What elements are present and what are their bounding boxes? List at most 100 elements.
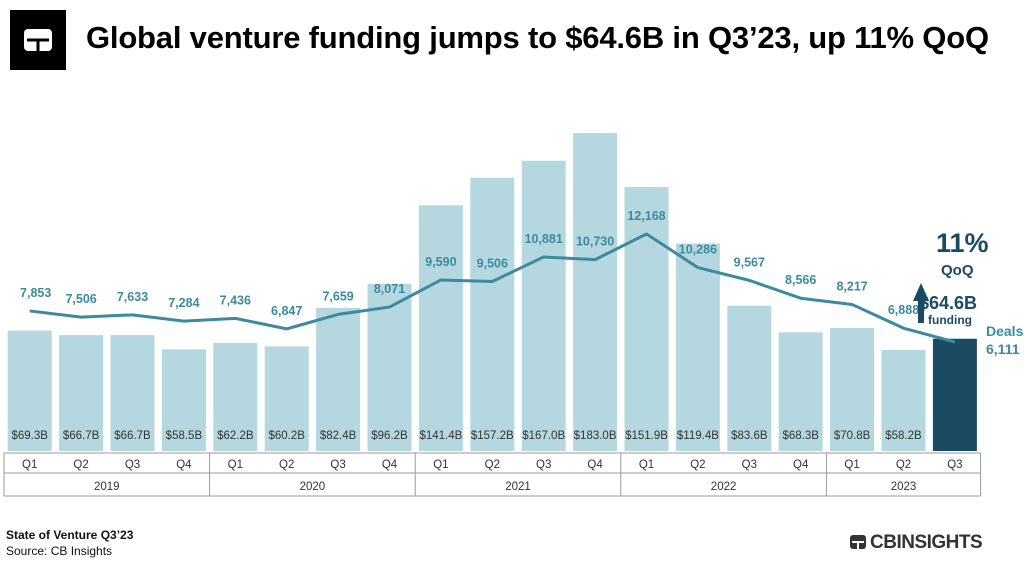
- change-percent: 11%: [936, 228, 989, 258]
- funding-bar-label: $62.2B: [217, 430, 254, 442]
- deals-value-label: 6,111: [986, 341, 1020, 357]
- funding-bar: [932, 338, 977, 451]
- deals-value-label: 9,506: [477, 256, 508, 270]
- change-period: QoQ: [941, 262, 974, 279]
- deals-value-label: 8,566: [785, 273, 816, 287]
- deals-value-label: 9,590: [425, 255, 456, 269]
- funding-bar: [521, 160, 566, 451]
- x-tick-label: Q4: [587, 459, 603, 471]
- deals-line-layer: 7,853 7,506 7,633 7,284 7,436 6,847 7,659 8,071…: [20, 209, 1024, 357]
- logo-mark-icon: [24, 29, 52, 51]
- brand-mark-icon: [850, 535, 866, 549]
- source-note: Source: CB Insights: [6, 544, 113, 558]
- deals-value-label: 8,217: [836, 279, 867, 293]
- x-tick-label: Q3: [742, 459, 757, 471]
- deals-value-label: 10,286: [679, 243, 717, 257]
- funding-bar: [367, 283, 412, 451]
- x-tick-label: Q2: [896, 459, 911, 471]
- x-tick-label: Q2: [485, 459, 500, 471]
- deals-value-label: 8,071: [374, 282, 405, 296]
- funding-chart: $69.3B $66.7B $66.7B $58.5B $62.2B $60.2B $82.…: [3, 133, 1024, 497]
- funding-bar: [778, 332, 823, 451]
- funding-bar: [573, 133, 618, 451]
- funding-bar-label: $157.2B: [471, 430, 514, 442]
- bars-layer: [7, 133, 977, 451]
- x-tick-label: Q2: [73, 459, 88, 471]
- bar-labels-layer: $69.3B $66.7B $66.7B $58.5B $62.2B $60.2B $82.…: [11, 430, 922, 442]
- report-name: State of Venture Q3’23: [6, 528, 134, 542]
- funding-bar-label: $68.3B: [782, 430, 819, 442]
- deals-value-label: 9,567: [734, 255, 765, 269]
- x-tick-label: Q4: [382, 459, 398, 471]
- funding-bar-label: $151.9B: [625, 430, 668, 442]
- funding-bar: [470, 177, 515, 451]
- x-tick-label: Q4: [793, 459, 809, 471]
- year-label: 2019: [94, 481, 120, 493]
- deals-value-label: 7,659: [322, 289, 353, 303]
- x-tick-label: Q1: [844, 459, 859, 471]
- highlight-funding-label: funding: [928, 313, 972, 327]
- funding-bar: [727, 305, 772, 451]
- page-title: Global venture funding jumps to $64.6B i…: [86, 20, 989, 55]
- funding-bar-label: $183.0B: [574, 430, 617, 442]
- up-arrow-shaft: [918, 300, 924, 323]
- x-tick-label: Q2: [279, 459, 294, 471]
- header: Global venture funding jumps to $64.6B i…: [0, 0, 1024, 80]
- funding-bar: [213, 342, 258, 451]
- x-tick-label: Q2: [690, 459, 705, 471]
- x-tick-label: Q1: [228, 459, 243, 471]
- brand-name: CBINSIGHTS: [870, 532, 983, 553]
- deals-value-label: 12,168: [627, 209, 665, 223]
- x-tick-label: Q3: [536, 459, 551, 471]
- year-label: 2023: [891, 481, 917, 493]
- funding-bar: [264, 346, 309, 451]
- deals-value-label: 7,853: [20, 286, 51, 300]
- x-tick-label: Q4: [176, 459, 192, 471]
- x-tick-label: Q3: [125, 459, 140, 471]
- funding-bar-label: $119.4B: [677, 430, 719, 442]
- year-label: 2020: [300, 481, 326, 493]
- funding-bar-label: $60.2B: [268, 430, 305, 442]
- funding-bar-label: $66.7B: [114, 430, 151, 442]
- deals-value-label: 6,888: [888, 303, 919, 317]
- x-tick-label: Q3: [330, 459, 345, 471]
- funding-bar-label: $82.4B: [320, 430, 357, 442]
- deals-value-label: 7,436: [220, 293, 251, 307]
- deals-value-label: 7,633: [117, 290, 148, 304]
- year-label: 2022: [711, 481, 737, 493]
- funding-bar-label: $69.3B: [11, 430, 48, 442]
- cb-insights-logo: [10, 10, 66, 70]
- x-tick-label: Q1: [22, 459, 37, 471]
- x-tick-label: Q1: [639, 459, 654, 471]
- up-arrow-icon: [913, 283, 929, 301]
- funding-bar-label: $167.0B: [522, 430, 565, 442]
- deals-value-label: 7,506: [65, 292, 96, 306]
- funding-bar: [316, 307, 361, 451]
- funding-bar: [881, 349, 926, 451]
- funding-bar: [830, 327, 875, 451]
- funding-bar-label: $83.6B: [731, 430, 768, 442]
- highlight-funding-value: $64.6B: [919, 293, 977, 313]
- x-tick-label: Q3: [947, 459, 962, 471]
- funding-bar-label: $58.2B: [885, 430, 922, 442]
- deals-value-label: 10,730: [576, 235, 614, 249]
- funding-bar: [675, 243, 720, 451]
- deals-value-label: 6,847: [271, 304, 302, 318]
- funding-bar: [418, 205, 463, 451]
- deals-value-label: 7,284: [168, 296, 199, 310]
- funding-bar-label: $58.5B: [166, 430, 203, 442]
- deals-series-label: Deals: [986, 323, 1024, 339]
- funding-bar: [59, 335, 104, 451]
- x-tick-label: Q1: [433, 459, 448, 471]
- funding-bar-label: $141.4B: [419, 430, 462, 442]
- funding-bar: [110, 335, 155, 451]
- x-axis: Q1 Q2 Q3 Q4 Q1 Q2 Q3 Q4 Q1 Q2 Q3 Q4 Q1 Q2 Q3 Q4 Q1 Q2 Q3 20…: [3, 452, 982, 497]
- funding-bar: [7, 330, 52, 451]
- funding-bar-label: $66.7B: [63, 430, 100, 442]
- deals-line: [29, 232, 956, 344]
- funding-bar-label: $70.8B: [834, 430, 871, 442]
- funding-bar-label: $96.2B: [371, 430, 408, 442]
- year-label: 2021: [505, 481, 531, 493]
- funding-bar: [161, 349, 206, 451]
